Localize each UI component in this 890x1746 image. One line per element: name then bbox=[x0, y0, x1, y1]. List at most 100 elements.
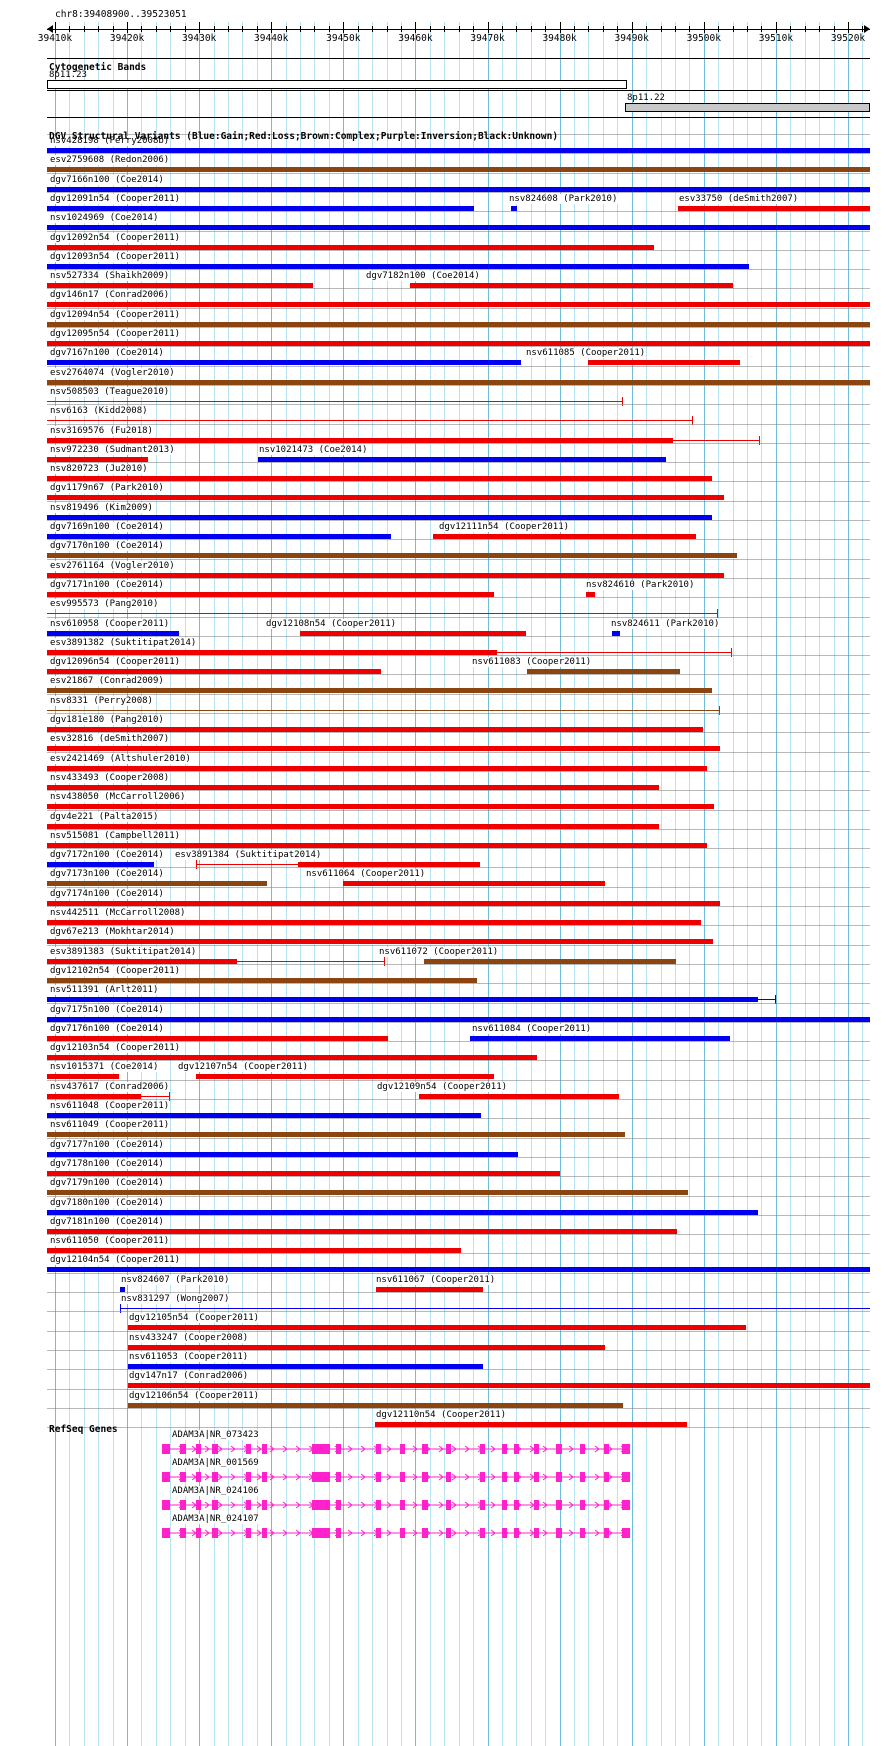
variant-bar[interactable] bbox=[433, 534, 696, 539]
variant-row[interactable]: dgv7178n100 (Coe2014) bbox=[0, 1158, 890, 1179]
variant-row[interactable]: nsv1024969 (Coe2014) bbox=[0, 213, 890, 233]
gene-exon[interactable] bbox=[514, 1500, 519, 1510]
variant-bar[interactable] bbox=[586, 591, 595, 597]
gene-exon[interactable] bbox=[312, 1500, 330, 1510]
gene-exon[interactable] bbox=[376, 1500, 381, 1510]
variant-bar[interactable] bbox=[47, 360, 521, 366]
variant-bar[interactable] bbox=[678, 205, 870, 211]
gene-exon[interactable] bbox=[580, 1500, 585, 1510]
variant-bar[interactable] bbox=[300, 630, 526, 636]
variant-bar[interactable] bbox=[511, 205, 517, 211]
gene-exon[interactable] bbox=[422, 1472, 428, 1482]
gene-exon[interactable] bbox=[604, 1444, 609, 1454]
variant-row[interactable]: nsv508503 (Teague2010) bbox=[0, 386, 890, 407]
gene-exon[interactable] bbox=[480, 1472, 485, 1482]
variant-bar[interactable] bbox=[47, 495, 724, 501]
gene-exon[interactable] bbox=[502, 1528, 507, 1538]
gene-exon[interactable] bbox=[422, 1500, 428, 1510]
gene-exon[interactable] bbox=[180, 1528, 186, 1538]
gene-exon[interactable] bbox=[446, 1500, 451, 1510]
variant-row[interactable]: dgv12092n54 (Cooper2011) bbox=[0, 232, 890, 253]
gene-exon[interactable] bbox=[534, 1472, 539, 1482]
gene-exon[interactable] bbox=[312, 1472, 330, 1482]
variant-row[interactable]: dgv12094n54 (Cooper2011) bbox=[0, 309, 890, 330]
variant-bar[interactable] bbox=[47, 1170, 560, 1176]
gene-exon[interactable] bbox=[246, 1472, 251, 1482]
variant-row[interactable]: nsv819496 (Kim2009) bbox=[0, 502, 890, 523]
variant-bar[interactable] bbox=[128, 1402, 623, 1408]
variant-row[interactable]: dgv7171n100 (Coe2014) nsv824610 (Park2010… bbox=[0, 579, 890, 600]
variant-row[interactable]: nsv3169576 (Fu2018) bbox=[0, 425, 890, 446]
gene-exon[interactable] bbox=[556, 1500, 562, 1510]
variant-bar[interactable] bbox=[410, 283, 733, 289]
gene-exon[interactable] bbox=[502, 1500, 507, 1510]
variant-bar[interactable] bbox=[47, 977, 477, 983]
gene-exon[interactable] bbox=[514, 1444, 519, 1454]
variant-bar[interactable] bbox=[47, 1113, 481, 1118]
variant-span-line[interactable] bbox=[47, 613, 717, 615]
gene-exon[interactable] bbox=[502, 1472, 507, 1482]
variant-row[interactable]: dgv12091n54 (Cooper2011) nsv824608 (Park2… bbox=[0, 193, 890, 214]
gene-exon[interactable] bbox=[534, 1444, 539, 1454]
variant-bar[interactable] bbox=[47, 939, 713, 945]
gene-exon[interactable] bbox=[622, 1472, 630, 1482]
variant-bar[interactable] bbox=[47, 784, 659, 790]
variant-span-line[interactable] bbox=[47, 709, 719, 711]
variant-row[interactable]: nsv8331 (Perry2008) bbox=[0, 695, 890, 716]
gene-exon[interactable] bbox=[422, 1528, 428, 1538]
gene-exon[interactable] bbox=[180, 1472, 186, 1482]
variant-span-line[interactable] bbox=[47, 400, 622, 402]
variant-bar[interactable] bbox=[47, 1209, 758, 1215]
variant-bar[interactable] bbox=[47, 321, 870, 327]
variant-row[interactable]: dgv12093n54 (Cooper2011) bbox=[0, 251, 890, 272]
gene-exon[interactable] bbox=[604, 1500, 609, 1510]
variant-bar[interactable] bbox=[47, 862, 154, 868]
variant-bar[interactable] bbox=[128, 1363, 483, 1369]
variant-row[interactable]: nsv515081 (Campbell2011) bbox=[0, 830, 890, 851]
variant-row[interactable]: dgv4e221 (Palta2015) bbox=[0, 811, 890, 832]
variant-bar[interactable] bbox=[47, 379, 870, 385]
gene-exon[interactable] bbox=[480, 1444, 485, 1454]
variant-row[interactable]: nsv527334 (Shaikh2009) dgv7182n100 (Coe20… bbox=[0, 271, 890, 291]
gene-exon[interactable] bbox=[580, 1472, 585, 1482]
variant-bar[interactable] bbox=[47, 727, 703, 732]
variant-row[interactable]: esv2761164 (Vogler2010) bbox=[0, 560, 890, 581]
variant-row[interactable]: dgv12102n54 (Cooper2011) bbox=[0, 965, 890, 986]
variant-row[interactable]: esv2421469 (Altshuler2010) bbox=[0, 753, 890, 774]
variant-bar[interactable] bbox=[47, 900, 720, 906]
gene-exon[interactable] bbox=[480, 1528, 485, 1538]
variant-row[interactable]: esv2764074 (Vogler2010) bbox=[0, 367, 890, 388]
gene-exon[interactable] bbox=[580, 1444, 585, 1454]
variant-row[interactable]: dgv181e180 (Pang2010) bbox=[0, 715, 890, 735]
gene-exon[interactable] bbox=[162, 1472, 170, 1482]
gene-exon[interactable] bbox=[262, 1500, 267, 1510]
gene-exon[interactable] bbox=[196, 1528, 201, 1538]
variant-row[interactable]: dgv7170n100 (Coe2014) bbox=[0, 541, 890, 561]
gene-exon[interactable] bbox=[446, 1444, 451, 1454]
variant-bar[interactable] bbox=[47, 1228, 677, 1234]
gene-exon[interactable] bbox=[376, 1444, 381, 1454]
variant-bar[interactable] bbox=[376, 1286, 483, 1292]
variant-row[interactable]: dgv7177n100 (Coe2014) bbox=[0, 1139, 890, 1160]
variant-bar[interactable] bbox=[47, 514, 712, 520]
variant-bar[interactable] bbox=[47, 1035, 388, 1041]
variant-row[interactable]: dgv12106n54 (Cooper2011) bbox=[0, 1390, 890, 1411]
variant-bar[interactable] bbox=[47, 842, 707, 848]
variant-bar[interactable] bbox=[47, 804, 714, 810]
variant-bar[interactable] bbox=[47, 591, 494, 597]
gene-exon[interactable] bbox=[446, 1472, 451, 1482]
coordinate-ruler[interactable]: chr8:39408900..39523051 39410k 39420k 3943… bbox=[0, 0, 890, 48]
gene-exon[interactable] bbox=[180, 1500, 186, 1510]
gene-exon[interactable] bbox=[514, 1528, 519, 1538]
variant-row[interactable]: nsv438050 (McCarroll2006) bbox=[0, 792, 890, 812]
gene-exon[interactable] bbox=[422, 1444, 428, 1454]
gene-exon[interactable] bbox=[196, 1472, 201, 1482]
gene-exon[interactable] bbox=[556, 1528, 562, 1538]
gene-exon[interactable] bbox=[312, 1444, 330, 1454]
variant-row[interactable]: nsv433247 (Cooper2008) bbox=[0, 1332, 890, 1353]
variant-bar[interactable] bbox=[47, 437, 673, 443]
variant-bar[interactable] bbox=[47, 823, 659, 829]
refseq-genes-track[interactable]: ADAM3A|NR_073423 ADAM3A|NR_001569 ADAM3A|N… bbox=[0, 1420, 890, 1746]
variant-bar[interactable] bbox=[298, 862, 480, 868]
variant-row[interactable]: dgv12104n54 (Cooper2011) bbox=[0, 1255, 890, 1275]
